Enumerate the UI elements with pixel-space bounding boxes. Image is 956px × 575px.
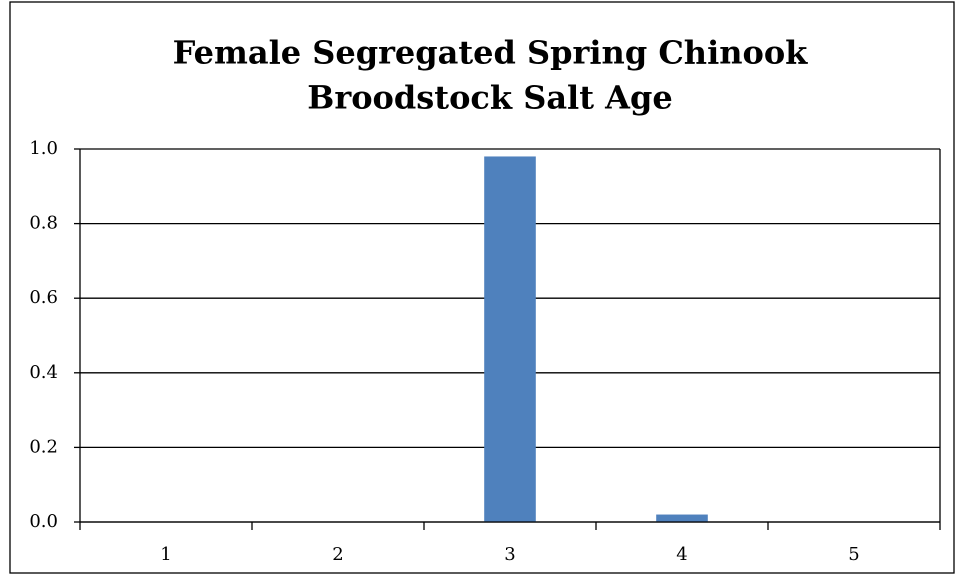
y-tick-label: 0.2 xyxy=(29,436,58,457)
y-tick-label: 0.8 xyxy=(29,213,58,234)
chart-title: Female Segregated Spring Chinook xyxy=(173,34,809,72)
y-tick-label: 1.0 xyxy=(29,138,58,159)
bar xyxy=(656,514,708,522)
x-tick-label: 1 xyxy=(160,544,171,565)
x-tick-label: 5 xyxy=(848,544,859,565)
y-tick-label: 0.0 xyxy=(29,511,58,532)
y-tick-label: 0.4 xyxy=(29,362,58,383)
bar xyxy=(484,156,536,522)
chart-title: Broodstock Salt Age xyxy=(307,79,672,117)
chart-frame xyxy=(9,1,955,574)
y-tick-label: 0.6 xyxy=(29,287,58,308)
x-tick-label: 2 xyxy=(332,544,343,565)
x-tick-label: 4 xyxy=(676,544,687,565)
x-tick-label: 3 xyxy=(504,544,515,565)
